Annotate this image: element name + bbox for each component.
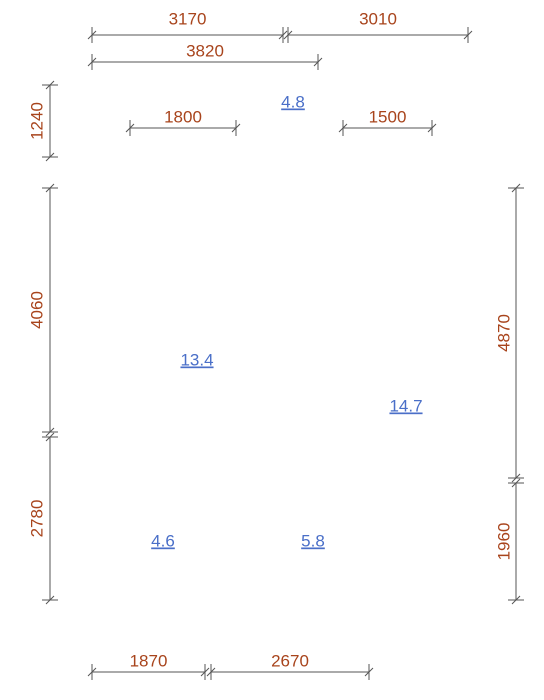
dimension-label: 2670 <box>271 651 309 670</box>
dimension-tick <box>511 595 521 605</box>
dimension-label: 3010 <box>359 9 397 28</box>
dimension-label: 2780 <box>27 500 46 538</box>
room-area: 4.8 <box>281 92 305 111</box>
dimension-tick <box>200 667 210 677</box>
dimension-label: 1800 <box>164 107 202 126</box>
dimension-label: 1240 <box>27 102 46 140</box>
dimension-tick <box>125 123 135 133</box>
room-area: 4.6 <box>151 531 175 550</box>
room-area: 14.7 <box>389 396 422 415</box>
dimension-label: 1960 <box>494 523 513 561</box>
dimension-tick <box>427 123 437 133</box>
dimension-tick <box>45 432 55 442</box>
dimension-tick <box>364 667 374 677</box>
dimension-tick <box>45 80 55 90</box>
room-area: 13.4 <box>180 350 213 369</box>
dimension-tick <box>45 152 55 162</box>
dimension-tick <box>45 427 55 437</box>
dimension-label: 1500 <box>369 107 407 126</box>
dimension-label: 3820 <box>186 41 224 60</box>
dimension-tick <box>338 123 348 133</box>
dimension-tick <box>206 667 216 677</box>
dimension-tick <box>283 30 293 40</box>
dimension-tick <box>87 57 97 67</box>
dimension-tick <box>511 478 521 488</box>
dimension-label: 4060 <box>27 291 46 329</box>
dimension-tick <box>45 183 55 193</box>
dimension-tick <box>278 30 288 40</box>
dimension-tick <box>87 667 97 677</box>
dimension-tick <box>87 30 97 40</box>
dimension-tick <box>45 595 55 605</box>
dimension-label: 3170 <box>169 9 207 28</box>
dimension-tick <box>463 30 473 40</box>
dimension-tick <box>313 57 323 67</box>
dimension-label: 1870 <box>130 651 168 670</box>
dimension-tick <box>511 183 521 193</box>
dimension-label: 4870 <box>494 314 513 352</box>
room-area: 5.8 <box>301 531 325 550</box>
dimension-tick <box>511 473 521 483</box>
dimension-tick <box>231 123 241 133</box>
